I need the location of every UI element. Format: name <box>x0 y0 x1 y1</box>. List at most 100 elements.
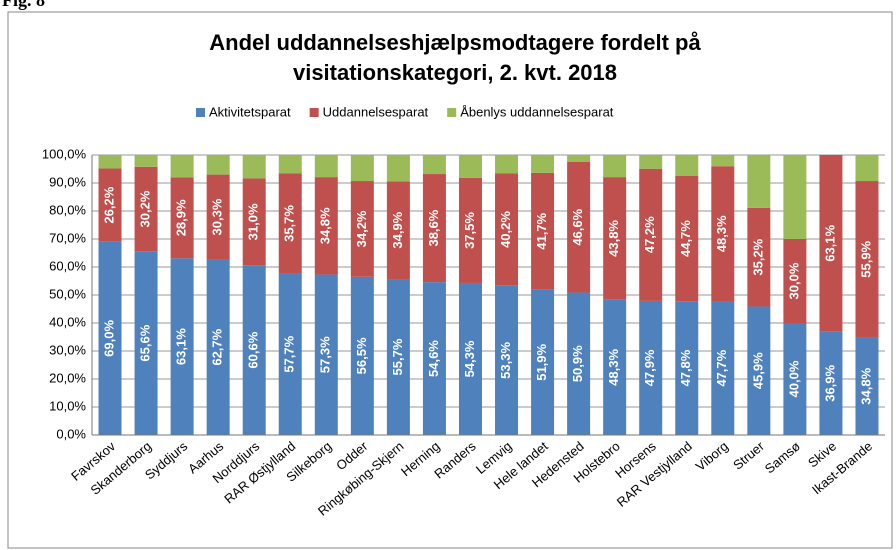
bar-segment <box>855 155 879 182</box>
y-tick-label: 70,0% <box>49 230 86 245</box>
data-label: 51,9% <box>534 343 549 380</box>
bar-segment <box>495 155 519 174</box>
bar-segment <box>98 168 122 242</box>
bar-segment <box>531 155 555 173</box>
data-label: 40,0% <box>786 360 801 397</box>
bar-segment <box>350 276 374 435</box>
data-label: 45,9% <box>750 352 765 389</box>
y-tick-label: 10,0% <box>49 398 86 413</box>
bar-segment <box>675 301 699 435</box>
data-label: 47,8% <box>678 349 693 386</box>
y-tick-label: 30,0% <box>49 342 86 357</box>
bar-segment <box>206 174 230 260</box>
bar-segment <box>206 259 230 435</box>
data-label: 35,7% <box>282 205 297 242</box>
data-label: 55,7% <box>390 338 405 375</box>
bar-segment <box>458 282 482 435</box>
bar-segment <box>783 239 807 323</box>
data-label: 48,3% <box>714 215 729 252</box>
bar-segment <box>855 337 879 435</box>
legend-swatch <box>309 108 319 117</box>
data-label: 57,7% <box>282 335 297 372</box>
legend-swatch <box>196 108 205 117</box>
data-label: 40,2% <box>498 211 513 248</box>
bar-segment <box>98 241 122 435</box>
bar-segment <box>314 274 338 435</box>
data-label: 30,3% <box>210 198 225 235</box>
bar-segment <box>747 306 771 435</box>
bar-segment <box>639 168 663 301</box>
y-tick-label: 50,0% <box>49 286 86 301</box>
y-tick-label: 80,0% <box>49 202 86 217</box>
bar-segment <box>422 174 446 283</box>
bar-segment <box>170 155 194 178</box>
bar-segment <box>314 155 338 178</box>
bar-segment <box>747 155 771 208</box>
bar-segment <box>170 258 194 435</box>
bar-segment <box>567 155 591 162</box>
data-label: 47,9% <box>642 349 657 386</box>
bar-segment <box>531 172 555 290</box>
data-label: 34,8% <box>318 207 333 244</box>
data-label: 46,6% <box>570 208 585 245</box>
bar-segment <box>134 251 158 435</box>
bar-segment <box>134 166 158 252</box>
data-label: 35,2% <box>750 238 765 275</box>
legend-label: Åbenlys uddannelsesparat <box>460 104 614 119</box>
bar-segment <box>386 155 410 182</box>
bar-segment <box>458 155 482 178</box>
data-label: 55,9% <box>858 240 873 277</box>
data-label: 63,1% <box>822 224 837 261</box>
bar-segment <box>314 177 338 275</box>
bar-segment <box>783 155 807 239</box>
bar-segment <box>639 300 663 435</box>
bar-segment <box>242 178 266 266</box>
bar-segment <box>819 331 843 435</box>
bar-segment <box>819 155 843 332</box>
bar-segment <box>747 207 771 307</box>
bar-segment <box>422 282 446 435</box>
bar-segment <box>711 301 735 435</box>
y-tick-label: 90,0% <box>49 174 86 189</box>
bar-segment <box>531 289 555 435</box>
bar-segment <box>206 155 230 175</box>
data-label: 56,5% <box>354 337 369 374</box>
bar-segment <box>783 323 807 435</box>
data-label: 53,3% <box>498 342 513 379</box>
data-label: 69,0% <box>101 320 116 357</box>
y-tick-label: 100,0% <box>42 146 87 161</box>
bar-segment <box>278 155 302 174</box>
data-label: 54,3% <box>462 340 477 377</box>
bar-segment <box>98 155 122 169</box>
data-label: 37,5% <box>462 212 477 249</box>
data-label: 54,6% <box>426 340 441 377</box>
legend-label: Aktivitetsparat <box>209 104 291 119</box>
bar-segment <box>170 177 194 259</box>
legend-swatch <box>447 108 457 117</box>
bar-segment <box>603 155 627 178</box>
bar-segment <box>458 177 482 283</box>
data-label: 50,9% <box>570 345 585 382</box>
bar-segment <box>278 173 302 274</box>
bar-segment <box>242 155 266 179</box>
bar-segment <box>711 155 735 167</box>
bar-segment <box>350 155 374 182</box>
data-label: 65,6% <box>138 324 153 361</box>
data-label: 31,0% <box>246 203 261 240</box>
legend-label: Uddannelsesparat <box>323 104 429 119</box>
fig-label: Fig. 8 <box>2 0 45 10</box>
chart-title: visitationskategori, 2. kvt. 2018 <box>293 60 617 85</box>
data-label: 57,3% <box>318 336 333 373</box>
data-label: 36,9% <box>822 364 837 401</box>
data-label: 48,3% <box>606 349 621 386</box>
bar-segment <box>711 166 735 302</box>
data-label: 28,9% <box>174 199 189 236</box>
data-label: 26,2% <box>101 186 116 223</box>
data-label: 43,8% <box>606 220 621 257</box>
data-label: 47,7% <box>714 349 729 386</box>
data-label: 30,0% <box>786 262 801 299</box>
bar-segment <box>567 162 591 293</box>
data-label: 34,9% <box>390 211 405 248</box>
bar-segment <box>675 176 699 302</box>
data-label: 30,2% <box>138 190 153 227</box>
